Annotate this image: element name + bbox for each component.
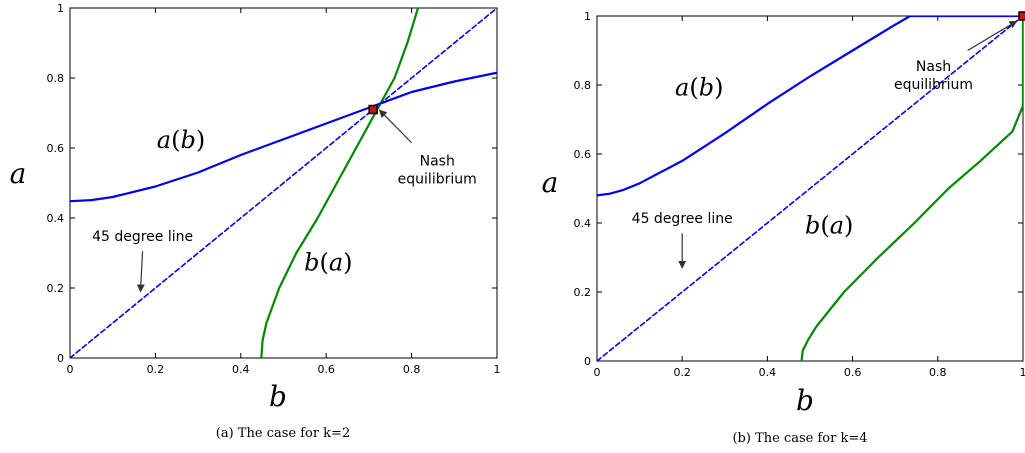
chart-panel-a: 0 0.2 0.4 0.6 0.8 1 0 0.2 0.4 0.6 0.8 1 a(b) b(a) 45 d…	[10, 2, 501, 441]
annotation-text: Nash	[916, 59, 951, 75]
nash-equilibrium-marker	[1018, 11, 1025, 21]
series-line-45-degree-line	[70, 8, 497, 358]
y-tick-label: 0.8	[47, 72, 65, 85]
x-tick-label: 0.2	[673, 366, 691, 379]
y-tick-label: 0.6	[47, 142, 65, 155]
series-line-45-degree-line	[597, 16, 1023, 361]
chart-panel-b: 0 0.2 0.4 0.6 0.8 1 0 0.2 0.4 0.6 0.8 1 a(b) b(a) 45 d…	[542, 10, 1025, 446]
x-tick-label: 0.4	[232, 363, 250, 376]
x-tick-label: 0.6	[844, 366, 862, 379]
x-tick-label: 0.6	[317, 363, 335, 376]
curve-label: a(b)	[157, 126, 205, 154]
y-tick-label: 0.8	[574, 79, 592, 92]
series-line-a-b	[70, 71, 497, 203]
annotation-text: Nash	[420, 154, 455, 170]
curve-label: b(a)	[304, 249, 352, 277]
annotation-text: equilibrium	[894, 77, 973, 93]
series-group	[70, 8, 497, 358]
x-axis-label: b	[269, 380, 287, 413]
y-tick-label: 0.6	[574, 148, 592, 161]
figure-caption: (a) The case for k=2	[216, 426, 350, 441]
x-tick-label: 0	[67, 363, 74, 376]
annotation-arrow	[378, 109, 413, 144]
x-axis-label: b	[796, 384, 814, 417]
annotation-text: 45 degree line	[92, 229, 193, 245]
x-tick-label: 1	[494, 363, 501, 376]
y-tick-label: 0	[584, 355, 591, 368]
x-tick-label: 0	[594, 366, 601, 379]
series-line-b-a	[260, 8, 420, 358]
annotation-text: 45 degree line	[632, 211, 733, 227]
y-tick-label: 0.2	[574, 286, 592, 299]
series-line-a-b	[597, 16, 1023, 197]
annotation-arrow	[967, 20, 1018, 52]
y-axis-label: a	[10, 157, 27, 190]
y-tick-label: 1	[584, 10, 591, 23]
x-tick-label: 0.8	[929, 366, 947, 379]
y-tick-label: 0	[57, 352, 64, 365]
y-tick-label: 0.2	[47, 282, 65, 295]
x-tick-label: 0.4	[759, 366, 777, 379]
series-group	[597, 16, 1023, 361]
y-tick-label: 0.4	[574, 217, 592, 230]
x-tick-label: 0.2	[147, 363, 165, 376]
curve-label: a(b)	[675, 73, 723, 101]
x-tick-label: 0.8	[403, 363, 421, 376]
series-line-b-a	[800, 16, 1023, 361]
figure-caption: (b) The case for k=4	[732, 431, 867, 446]
y-axis-label: a	[542, 166, 559, 199]
nash-equilibrium-marker	[368, 104, 378, 115]
annotation-arrow	[136, 251, 145, 293]
y-tick-label: 1	[57, 2, 64, 15]
curve-label: b(a)	[805, 211, 853, 239]
annotation-text: equilibrium	[398, 172, 477, 188]
x-tick-label: 1	[1020, 366, 1025, 379]
y-tick-label: 0.4	[47, 212, 65, 225]
